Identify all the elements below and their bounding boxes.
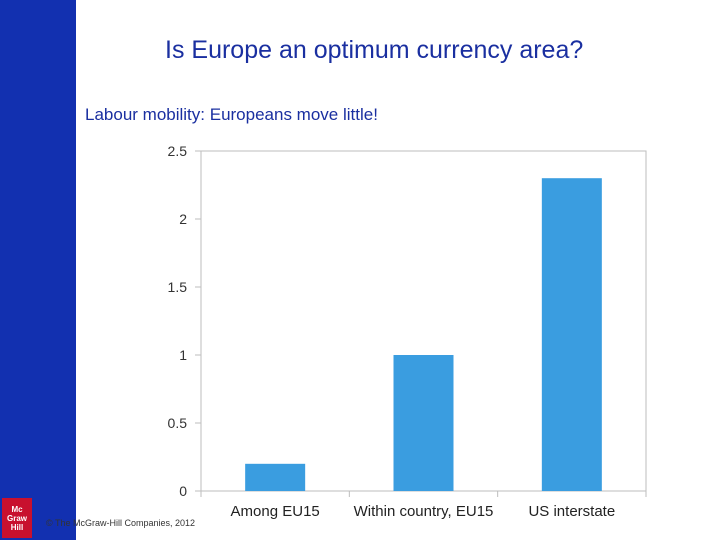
copyright-notice: © The McGraw-Hill Companies, 2012	[46, 518, 195, 528]
logo-line-2: Graw	[7, 514, 27, 523]
slide-title: Is Europe an optimum currency area?	[165, 36, 583, 65]
x-tick-label: Among EU15	[231, 503, 320, 520]
y-tick-label: 2	[179, 211, 187, 227]
x-tick-label: US interstate	[528, 503, 615, 520]
y-tick-label: 1	[179, 347, 187, 363]
logo-line-3: Hill	[11, 523, 23, 532]
slide-subtitle: Labour mobility: Europeans move little!	[85, 105, 378, 125]
sidebar-band	[0, 0, 76, 540]
bar	[394, 355, 454, 491]
y-tick-label: 1.5	[168, 279, 188, 295]
bar	[245, 464, 305, 491]
bar-chart: 0 0.5 1 1.5 2 2.5 Among EU15 Within country, EU…	[140, 140, 660, 525]
publisher-logo: Mc Graw Hill	[2, 498, 32, 538]
bar	[542, 178, 602, 491]
x-tick-label: Within country, EU15	[354, 503, 494, 520]
y-tick-label: 0	[179, 483, 187, 499]
y-tick-label: 0.5	[168, 415, 188, 431]
y-tick-label: 2.5	[168, 143, 188, 159]
logo-line-1: Mc	[11, 505, 22, 514]
